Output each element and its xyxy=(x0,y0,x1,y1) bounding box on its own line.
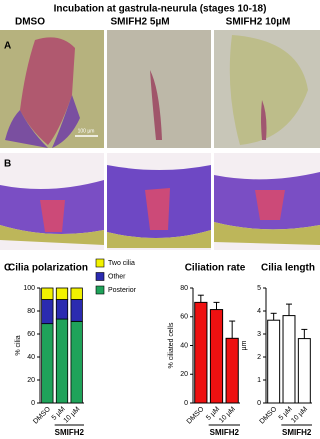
bar xyxy=(267,319,281,404)
y-tick-label: 5 xyxy=(257,285,261,292)
legend-label: Other xyxy=(108,273,126,280)
column-label: DMSO xyxy=(15,17,45,28)
bar-segment xyxy=(41,287,54,300)
sem-images xyxy=(0,30,320,148)
group-label: SMIFH2 xyxy=(55,428,85,437)
y-tick-label: 20 xyxy=(27,377,35,384)
y-tick-label: 4 xyxy=(257,308,261,315)
bar-segment xyxy=(70,320,83,404)
bar xyxy=(297,338,311,404)
bar-segment xyxy=(55,287,69,300)
y-tick-label: 0 xyxy=(257,400,261,407)
y-tick-label: 60 xyxy=(180,314,188,321)
column-label: SMIFH2 10µM xyxy=(226,17,291,28)
chart-title: Ciliation rate xyxy=(185,263,246,274)
y-tick-label: 80 xyxy=(180,285,188,292)
chart-title: Cilia length xyxy=(261,263,315,274)
bar-segment xyxy=(70,299,83,322)
panel-label: C xyxy=(4,263,11,274)
bar-segment xyxy=(41,299,54,325)
x-tick-label: DMSO xyxy=(186,405,206,425)
panel-label: B xyxy=(4,159,11,170)
scale-bar-label: 100 µm xyxy=(78,128,95,134)
legend-label: Two cilia xyxy=(108,260,135,267)
legend-label: Posterior xyxy=(108,287,137,294)
y-tick-label: 0 xyxy=(184,400,188,407)
y-axis-label: µm xyxy=(241,340,248,350)
bar xyxy=(225,337,239,404)
y-tick-label: 40 xyxy=(180,342,188,349)
legend-swatch xyxy=(95,258,105,268)
x-tick-label: 10 µM xyxy=(218,406,237,425)
bar xyxy=(194,301,208,404)
x-tick-label: DMSO xyxy=(259,405,279,425)
y-tick-label: 3 xyxy=(257,331,261,338)
y-tick-label: 60 xyxy=(27,331,35,338)
chart-title: Cilia polarization xyxy=(8,263,88,274)
panel-label: A xyxy=(4,41,11,52)
bar-segment xyxy=(41,323,54,404)
y-axis-label: % cilia xyxy=(15,335,22,355)
y-tick-label: 40 xyxy=(27,354,35,361)
y-tick-label: 80 xyxy=(27,308,35,315)
x-tick-label: DMSO xyxy=(32,405,52,425)
bar xyxy=(282,315,296,404)
bar-segment xyxy=(55,299,69,320)
y-tick-label: 0 xyxy=(31,400,35,407)
group-label: SMIFH2 xyxy=(282,428,312,437)
bar xyxy=(209,309,224,404)
group-label: SMIFH2 xyxy=(210,428,240,437)
bar-segment xyxy=(55,318,69,404)
y-tick-label: 2 xyxy=(257,354,261,361)
x-tick-label: 10 µM xyxy=(63,406,82,425)
bar-segment xyxy=(70,287,83,300)
y-axis-label: % ciliated cells xyxy=(168,322,175,368)
legend-swatch xyxy=(95,272,105,281)
x-tick-label: 10 µM xyxy=(290,406,309,425)
y-tick-label: 20 xyxy=(180,371,188,378)
y-tick-label: 1 xyxy=(257,377,261,384)
figure-title: Incubation at gastrula-neurula (stages 1… xyxy=(54,4,267,15)
y-tick-label: 100 xyxy=(23,285,35,292)
column-label: SMIFH2 5µM xyxy=(110,17,169,28)
histology-images xyxy=(0,153,320,250)
legend-swatch xyxy=(95,285,105,295)
